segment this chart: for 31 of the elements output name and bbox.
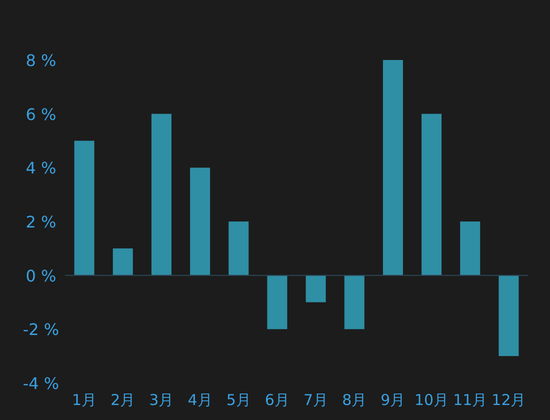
x-tick-label: 6月: [264, 391, 290, 409]
x-tick-label: 7月: [304, 391, 328, 409]
bar: [382, 60, 403, 276]
x-tick-label: 8月: [342, 391, 367, 409]
bar: [498, 275, 519, 356]
x-tick-label: 10月: [414, 391, 449, 409]
bar: [190, 168, 210, 276]
y-tick-label: -4 %: [22, 374, 60, 393]
bar: [74, 140, 94, 276]
x-tick-label: 2月: [110, 391, 136, 409]
x-tick-label: 12月: [492, 391, 526, 409]
x-tick-label: 3月: [149, 391, 174, 409]
y-tick-label: -2 %: [22, 320, 60, 340]
bar: [344, 275, 364, 330]
y-tick-label: 0 %: [26, 266, 56, 286]
bar: [151, 114, 172, 276]
x-tick-label: 4月: [188, 391, 212, 409]
x-tick-label: 1月: [72, 391, 97, 409]
y-tick-label: 4 %: [26, 158, 56, 178]
bar: [228, 222, 249, 276]
bar: [460, 222, 480, 276]
bar: [267, 275, 288, 330]
bar: [422, 114, 442, 276]
x-tick-label: 5月: [226, 391, 251, 409]
bar: [306, 275, 326, 302]
y-tick-label: 8 %: [26, 51, 56, 70]
x-tick-label: 11月: [453, 391, 488, 409]
y-tick-label: 2 %: [26, 212, 56, 232]
x-tick-label: 9月: [380, 391, 406, 409]
bar: [112, 248, 133, 276]
y-tick-label: 6 %: [26, 104, 56, 124]
